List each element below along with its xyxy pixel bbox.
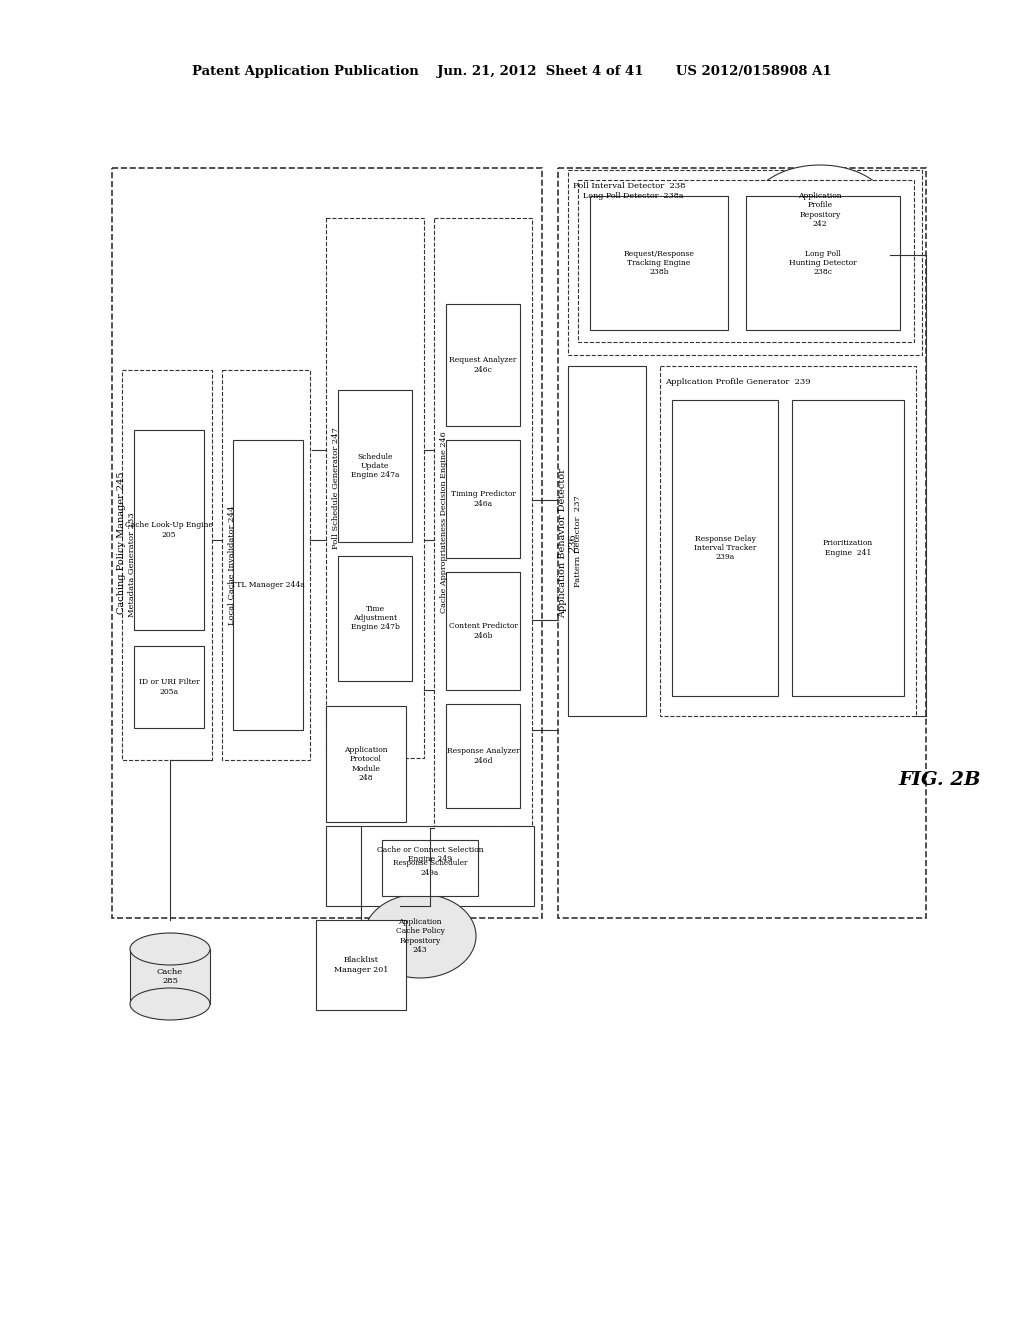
Ellipse shape	[130, 987, 210, 1020]
Text: ID or URI Filter
205a: ID or URI Filter 205a	[138, 678, 200, 696]
Text: Content Predictor
246b: Content Predictor 246b	[449, 623, 517, 640]
Text: Cache Look-Up Engine
205: Cache Look-Up Engine 205	[125, 521, 213, 539]
Text: Long Poll Detector  238a: Long Poll Detector 238a	[583, 191, 683, 201]
Text: Patent Application Publication    Jun. 21, 2012  Sheet 4 of 41       US 2012/015: Patent Application Publication Jun. 21, …	[193, 66, 831, 78]
Text: FIG. 2B: FIG. 2B	[899, 771, 981, 789]
Bar	[316, 920, 406, 1010]
Text: Time
Adjustment
Engine 247b: Time Adjustment Engine 247b	[350, 605, 399, 631]
Bar	[338, 389, 412, 543]
Text: Pattern Detector  237: Pattern Detector 237	[574, 495, 582, 587]
Bar	[672, 400, 778, 696]
Bar	[326, 706, 406, 822]
Bar	[568, 366, 646, 715]
Text: Poll Schedule Generator 247: Poll Schedule Generator 247	[332, 426, 340, 549]
Bar	[338, 556, 412, 681]
Text: Schedule
Update
Engine 247a: Schedule Update Engine 247a	[351, 453, 399, 479]
Text: Timing Predictor
246a: Timing Predictor 246a	[451, 491, 515, 508]
Bar	[446, 572, 520, 690]
Bar	[590, 195, 728, 330]
Bar	[326, 218, 424, 758]
Text: Response Scheduler
249a: Response Scheduler 249a	[393, 859, 467, 876]
Bar	[568, 170, 922, 355]
Bar	[382, 840, 478, 896]
Bar	[446, 304, 520, 426]
Text: TTL Manager 244a: TTL Manager 244a	[231, 581, 305, 589]
Bar	[558, 168, 926, 917]
Bar	[134, 645, 204, 729]
Ellipse shape	[750, 165, 890, 255]
Text: Request Analyzer
246c: Request Analyzer 246c	[450, 356, 517, 374]
Text: Blacklist
Manager 201: Blacklist Manager 201	[334, 957, 388, 974]
Bar	[233, 440, 303, 730]
Bar	[434, 218, 532, 826]
Text: Application
Protocol
Module
248: Application Protocol Module 248	[344, 746, 388, 781]
Bar	[112, 168, 542, 917]
Text: Prioritization
Engine  241: Prioritization Engine 241	[823, 540, 873, 557]
Text: Caching Policy Manager 245: Caching Policy Manager 245	[118, 471, 127, 614]
Text: Cache or Connect Selection
Engine 249: Cache or Connect Selection Engine 249	[377, 846, 483, 863]
Text: Application
Profile
Repository
242: Application Profile Repository 242	[798, 193, 842, 228]
Text: Application Profile Generator  239: Application Profile Generator 239	[665, 378, 811, 385]
Bar	[746, 195, 900, 330]
Bar	[122, 370, 212, 760]
Bar	[130, 949, 210, 1005]
Text: Poll Interval Detector  238: Poll Interval Detector 238	[573, 182, 685, 190]
Text: Application
Cache Policy
Repository
243: Application Cache Policy Repository 243	[395, 919, 444, 954]
Ellipse shape	[130, 933, 210, 965]
Text: Local Cache Invalidator 244: Local Cache Invalidator 244	[228, 506, 236, 624]
Text: Metadata Generator 233: Metadata Generator 233	[128, 512, 136, 618]
Bar	[326, 826, 534, 906]
Bar	[792, 400, 904, 696]
Text: Long Poll
Hunting Detector
238c: Long Poll Hunting Detector 238c	[790, 249, 857, 276]
Bar	[578, 180, 914, 342]
Bar	[222, 370, 310, 760]
Bar	[134, 430, 204, 630]
Bar	[446, 440, 520, 558]
Bar	[446, 704, 520, 808]
Text: Response Analyzer
246d: Response Analyzer 246d	[446, 747, 519, 764]
Text: Application Behavior Detector
236: Application Behavior Detector 236	[558, 469, 578, 618]
Text: Request/Response
Tracking Engine
238b: Request/Response Tracking Engine 238b	[624, 249, 694, 276]
Text: Response Delay
Interval Tracker
239a: Response Delay Interval Tracker 239a	[694, 535, 756, 561]
Text: Cache Appropriateness Decision Engine 246: Cache Appropriateness Decision Engine 24…	[440, 432, 449, 612]
Bar	[660, 366, 916, 715]
Ellipse shape	[364, 894, 476, 978]
Text: Cache
285: Cache 285	[157, 968, 183, 985]
